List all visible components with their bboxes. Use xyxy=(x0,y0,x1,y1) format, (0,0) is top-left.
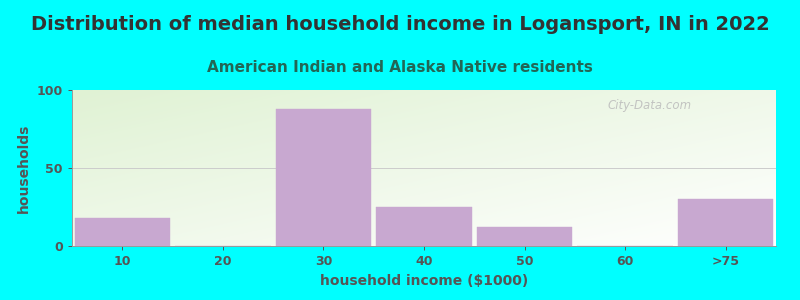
Bar xyxy=(276,109,371,246)
Text: City-Data.com: City-Data.com xyxy=(607,99,691,112)
Text: Distribution of median household income in Logansport, IN in 2022: Distribution of median household income … xyxy=(30,15,770,34)
X-axis label: household income ($1000): household income ($1000) xyxy=(320,274,528,288)
Bar xyxy=(376,207,472,246)
Text: American Indian and Alaska Native residents: American Indian and Alaska Native reside… xyxy=(207,60,593,75)
Bar xyxy=(74,218,170,246)
Bar xyxy=(477,227,572,246)
Bar xyxy=(678,199,774,246)
Y-axis label: households: households xyxy=(17,123,31,213)
